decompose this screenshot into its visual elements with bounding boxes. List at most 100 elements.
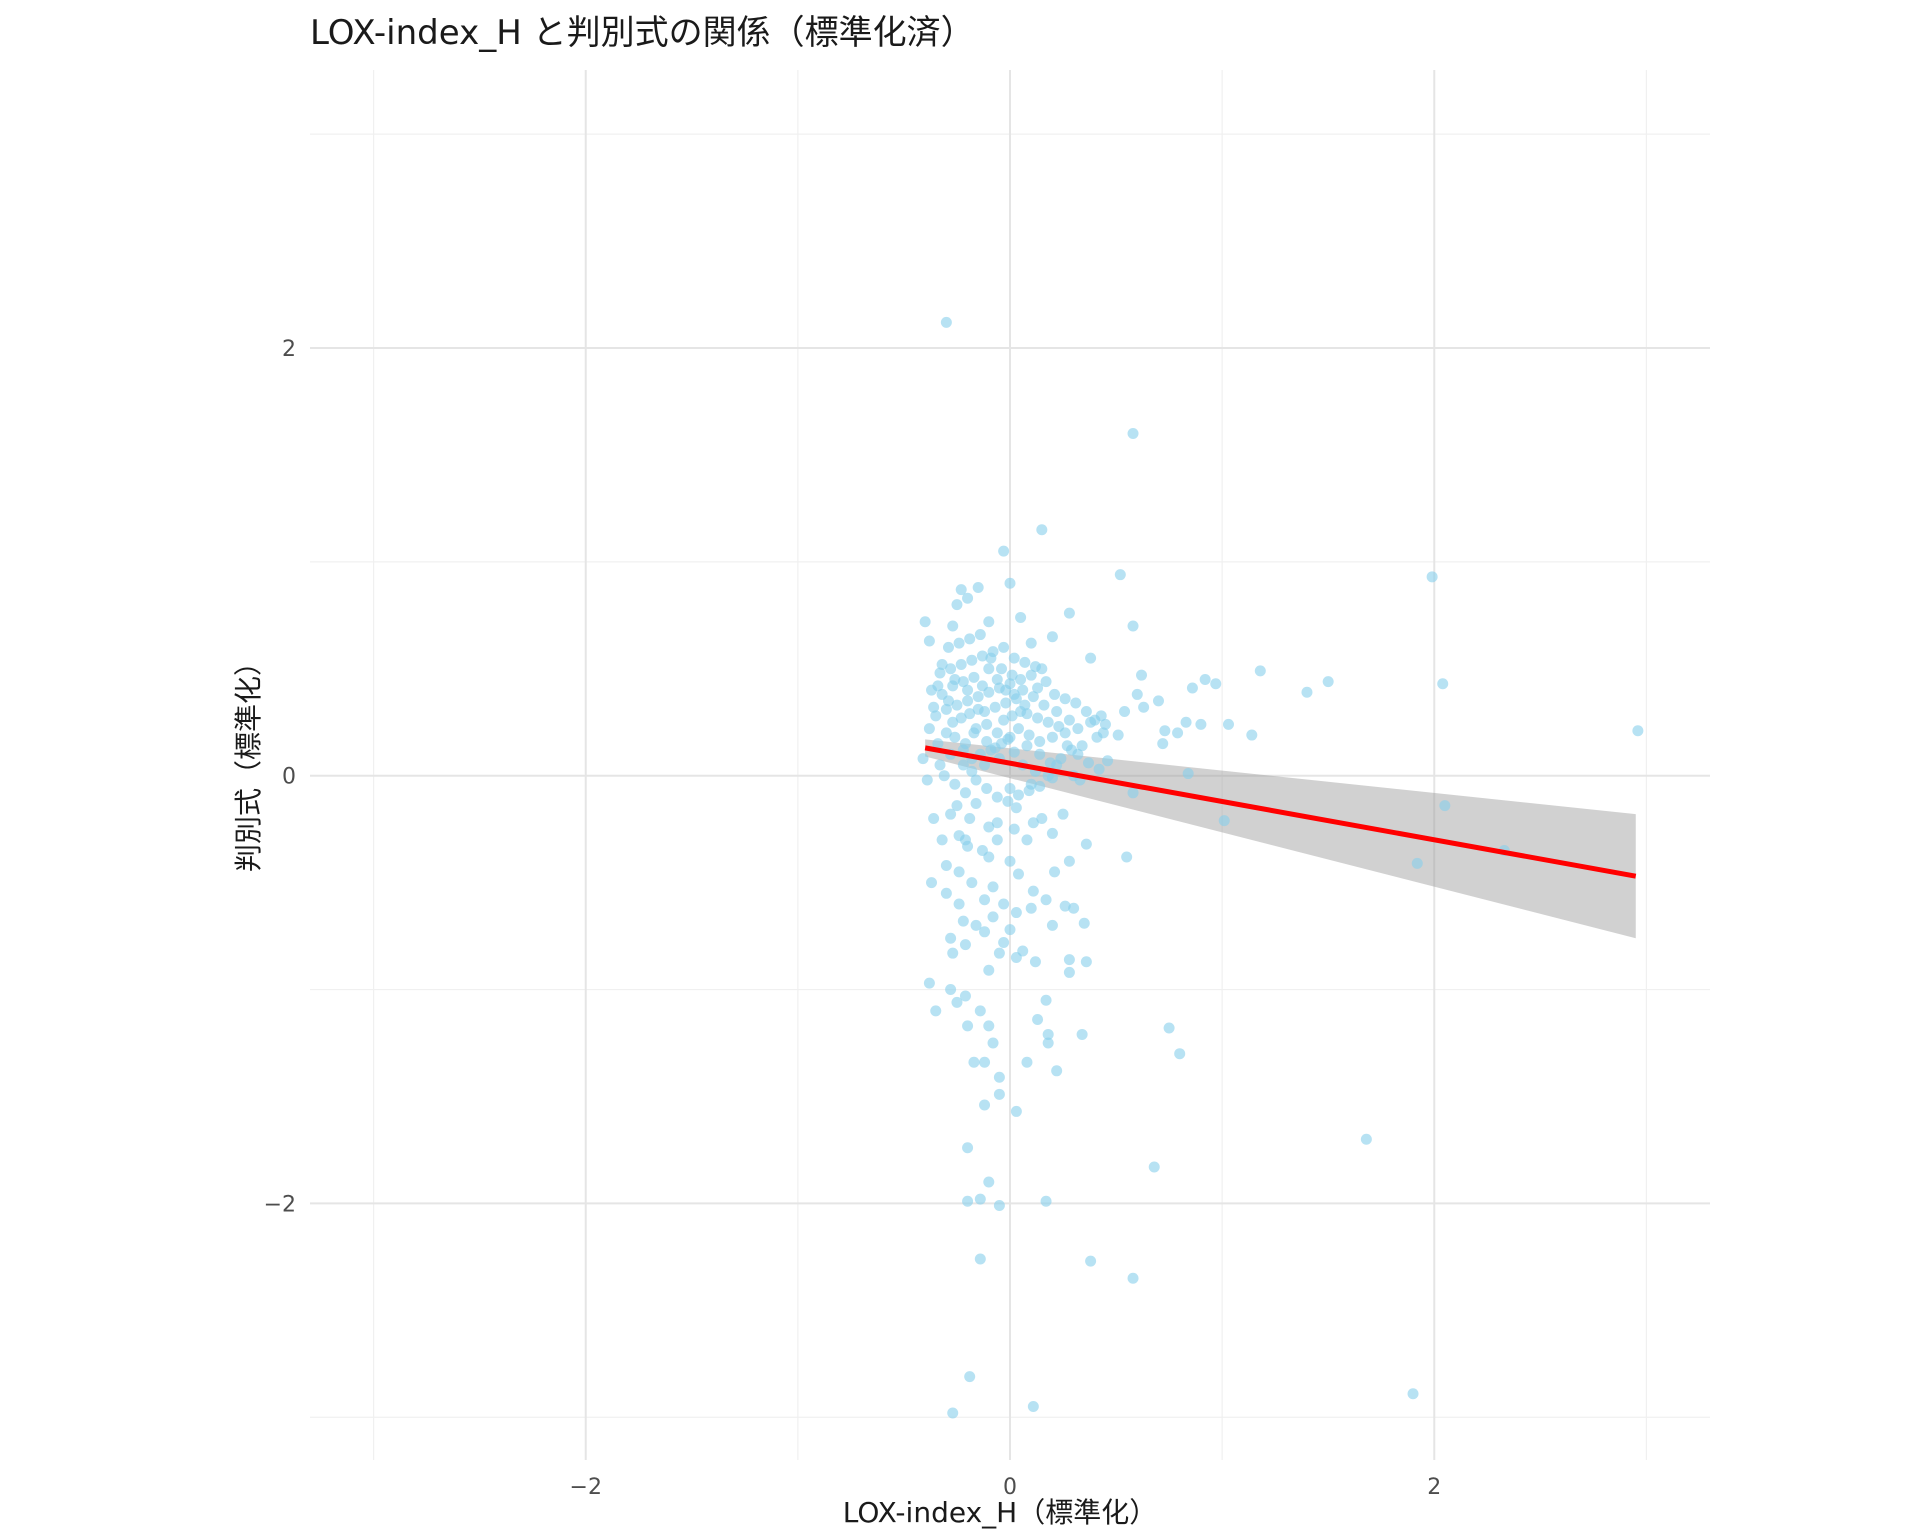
data-point: [998, 545, 1010, 557]
data-point: [930, 710, 942, 722]
data-point: [1632, 725, 1644, 737]
data-point: [1023, 785, 1035, 797]
data-point: [949, 673, 961, 685]
data-point: [1004, 924, 1016, 936]
data-point: [1017, 684, 1029, 696]
data-point: [1032, 1013, 1044, 1025]
y-axis-ticks: −2 0 2: [264, 337, 296, 1217]
data-point: [1004, 783, 1016, 795]
data-point: [1097, 727, 1109, 739]
data-point: [1051, 1065, 1063, 1077]
data-point: [979, 1099, 991, 1111]
data-point: [1301, 686, 1313, 698]
data-point: [959, 834, 971, 846]
data-point: [1152, 695, 1164, 707]
data-point: [951, 599, 963, 611]
data-point: [1072, 723, 1084, 735]
data-point: [962, 1195, 974, 1207]
data-point: [1040, 894, 1052, 906]
data-point: [1021, 1056, 1033, 1068]
data-point: [996, 663, 1008, 675]
data-point: [940, 727, 952, 739]
data-point: [953, 866, 965, 878]
data-point: [949, 778, 961, 790]
data-point: [1063, 714, 1075, 726]
y-tick-label: 0: [282, 765, 296, 790]
data-point: [983, 616, 995, 628]
data-point: [1210, 678, 1222, 690]
data-point: [940, 316, 952, 328]
data-point: [1027, 885, 1039, 897]
data-point: [1040, 994, 1052, 1006]
data-point: [1051, 759, 1063, 771]
data-point: [1127, 620, 1139, 632]
data-point: [993, 1200, 1005, 1212]
data-point: [993, 1071, 1005, 1083]
data-point: [964, 633, 976, 645]
data-point: [962, 592, 974, 604]
data-point: [962, 684, 974, 696]
data-point: [1042, 1037, 1054, 1049]
y-tick-label: −2: [264, 1192, 296, 1217]
data-point: [974, 1005, 986, 1017]
data-point: [1068, 902, 1080, 914]
data-point: [968, 671, 980, 683]
data-point: [1036, 524, 1048, 536]
data-point: [987, 881, 999, 893]
data-point: [1029, 956, 1041, 968]
data-point: [923, 635, 935, 647]
data-point: [1080, 706, 1092, 718]
data-point: [991, 791, 1003, 803]
data-point: [998, 898, 1010, 910]
data-point: [923, 723, 935, 735]
data-point: [942, 641, 954, 653]
data-point: [1034, 780, 1046, 792]
data-point: [1046, 731, 1058, 743]
data-point: [945, 984, 957, 996]
x-tick-label: 0: [1003, 1475, 1017, 1500]
data-point: [1070, 697, 1082, 709]
data-point: [953, 637, 965, 649]
data-point: [930, 1005, 942, 1017]
data-point: [1085, 652, 1097, 664]
data-point: [1159, 725, 1171, 737]
data-point: [991, 817, 1003, 829]
data-point: [1027, 817, 1039, 829]
data-point: [991, 673, 1003, 685]
data-point: [1059, 900, 1071, 912]
data-point: [1012, 868, 1024, 880]
data-point: [947, 620, 959, 632]
data-point: [1008, 746, 1020, 758]
major-grid: [310, 70, 1710, 1460]
data-point: [983, 1176, 995, 1188]
y-tick-label: 2: [282, 337, 296, 362]
data-point: [1012, 789, 1024, 801]
data-point: [964, 812, 976, 824]
data-point: [979, 1056, 991, 1068]
data-point: [1061, 740, 1073, 752]
data-point: [1042, 716, 1054, 728]
data-point: [1138, 701, 1150, 713]
data-point: [951, 699, 963, 711]
data-point: [932, 680, 944, 692]
data-point: [1051, 706, 1063, 718]
data-point: [1010, 907, 1022, 919]
data-point: [1006, 669, 1018, 681]
data-point: [951, 800, 963, 812]
data-point: [998, 936, 1010, 948]
data-point: [1053, 721, 1065, 733]
data-point: [936, 658, 948, 670]
data-point: [955, 712, 967, 724]
data-point: [1002, 795, 1014, 807]
data-point: [959, 939, 971, 951]
data-point: [1059, 693, 1071, 705]
data-point: [1038, 699, 1050, 711]
data-point: [959, 787, 971, 799]
data-point: [1000, 697, 1012, 709]
data-point: [964, 708, 976, 720]
data-point: [1025, 902, 1037, 914]
data-point: [974, 1253, 986, 1265]
data-point: [947, 716, 959, 728]
data-point: [1063, 607, 1075, 619]
